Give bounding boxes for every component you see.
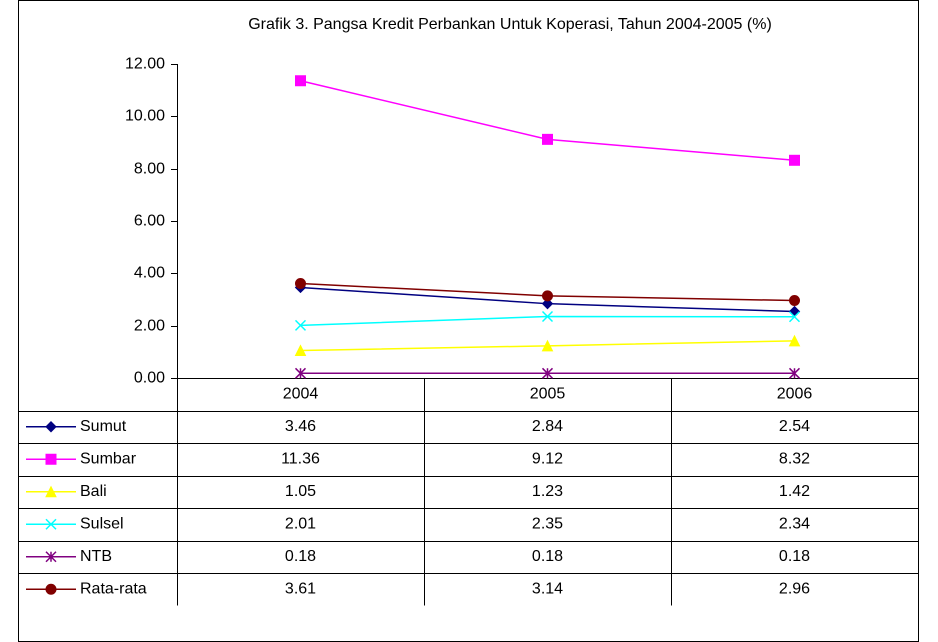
data-point bbox=[788, 311, 801, 323]
table-cell: 0.18 bbox=[779, 548, 810, 565]
table-cell: 0.18 bbox=[532, 548, 563, 565]
x-tick-label: 2004 bbox=[283, 385, 319, 402]
data-point bbox=[294, 344, 307, 357]
data-point bbox=[542, 133, 553, 145]
legend-marker bbox=[45, 453, 57, 465]
data-point bbox=[541, 297, 554, 310]
x-tick-label: 2006 bbox=[777, 385, 813, 402]
data-point bbox=[295, 75, 306, 87]
data-point bbox=[789, 295, 800, 307]
table-cell: 2.35 bbox=[532, 515, 563, 532]
legend-label: Bali bbox=[80, 483, 107, 500]
data-point bbox=[541, 367, 554, 379]
y-tick-label: 4.00 bbox=[134, 265, 165, 282]
table-cell: 2.01 bbox=[285, 515, 316, 532]
y-tick-label: 6.00 bbox=[134, 213, 165, 230]
data-point bbox=[542, 290, 553, 302]
data-point bbox=[294, 367, 307, 379]
data-point bbox=[788, 334, 801, 347]
chart-title: Grafik 3. Pangsa Kredit Perbankan Untuk … bbox=[248, 16, 772, 33]
legend-marker bbox=[45, 421, 57, 433]
y-tick-label: 8.00 bbox=[134, 161, 165, 178]
table-cell: 2.96 bbox=[779, 580, 810, 597]
data-point bbox=[788, 367, 801, 379]
data-point bbox=[541, 339, 554, 352]
data-point bbox=[295, 278, 306, 290]
table-cell: 8.32 bbox=[779, 450, 810, 467]
table-cell: 2.34 bbox=[779, 515, 810, 532]
legend-label: Sulsel bbox=[80, 515, 124, 532]
y-tick-label: 10.00 bbox=[125, 108, 165, 125]
table-cell: 0.18 bbox=[285, 548, 316, 565]
table-cell: 1.05 bbox=[285, 483, 316, 500]
table-cell: 1.42 bbox=[779, 483, 810, 500]
table-cell: 3.61 bbox=[285, 580, 316, 597]
legend-label: NTB bbox=[80, 548, 112, 565]
legend-label: Sumbar bbox=[80, 450, 137, 467]
data-point bbox=[294, 319, 307, 331]
y-tick-label: 2.00 bbox=[134, 318, 165, 335]
legend-marker bbox=[45, 485, 57, 498]
legend-label: Rata-rata bbox=[80, 580, 147, 597]
x-tick-label: 2005 bbox=[530, 385, 566, 402]
data-point bbox=[789, 154, 800, 166]
data-point bbox=[541, 310, 554, 323]
y-tick-label: 12.00 bbox=[125, 56, 165, 73]
legend-marker bbox=[45, 551, 57, 563]
table-cell: 2.54 bbox=[779, 418, 810, 435]
table-cell: 9.12 bbox=[532, 450, 563, 467]
chart-border bbox=[18, 0, 919, 642]
legend-label: Sumut bbox=[80, 418, 127, 435]
table-cell: 3.14 bbox=[532, 580, 563, 597]
table-cell: 3.46 bbox=[285, 418, 316, 435]
table-cell: 2.84 bbox=[532, 418, 563, 435]
table-cell: 1.23 bbox=[532, 483, 563, 500]
legend-marker bbox=[45, 518, 57, 530]
y-tick-label: 0.00 bbox=[134, 370, 165, 387]
table-cell: 11.36 bbox=[281, 450, 320, 467]
legend-marker bbox=[45, 583, 57, 595]
